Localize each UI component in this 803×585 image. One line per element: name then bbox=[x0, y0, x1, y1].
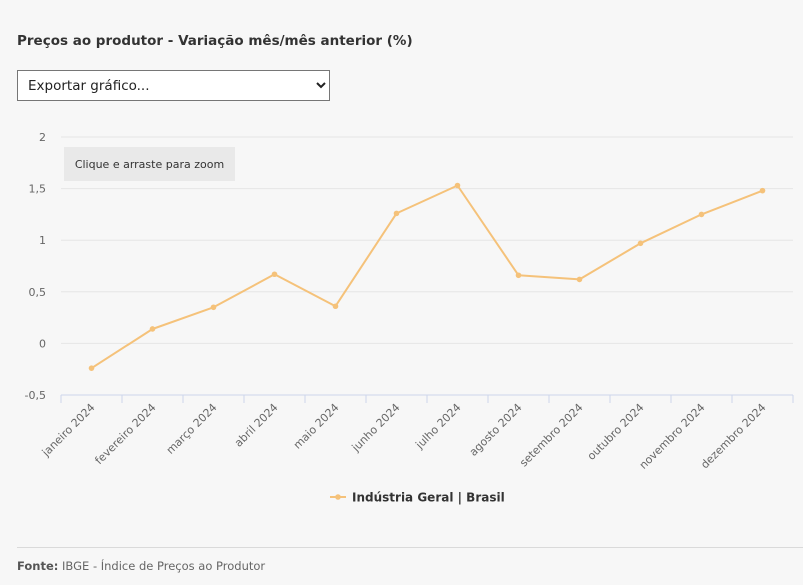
data-point[interactable] bbox=[271, 271, 278, 278]
x-tick-label: novembro 2024 bbox=[637, 401, 708, 472]
x-tick-label: julho 2024 bbox=[413, 401, 464, 452]
data-point[interactable] bbox=[515, 272, 522, 279]
data-point[interactable] bbox=[454, 182, 461, 189]
y-axis-labels: -0,5 0 0,5 1 1,5 2 bbox=[25, 131, 46, 402]
x-tick-label: setembro 2024 bbox=[517, 401, 585, 469]
y-tick-label: 2 bbox=[39, 131, 46, 144]
x-tick-label: fevereiro 2024 bbox=[92, 401, 158, 467]
zoom-hint-text: Clique e arraste para zoom bbox=[75, 158, 224, 171]
y-tick-label: 0 bbox=[39, 337, 46, 350]
source-footer: Fonte: IBGE - Índice de Preços ao Produt… bbox=[17, 559, 265, 573]
data-point[interactable] bbox=[88, 365, 95, 371]
zoom-hint: Clique e arraste para zoom bbox=[64, 147, 235, 181]
legend[interactable]: Indústria Geral | Brasil bbox=[330, 491, 505, 505]
source-label: Fonte: bbox=[17, 559, 59, 573]
y-tick-label: 0,5 bbox=[29, 286, 47, 299]
legend-label[interactable]: Indústria Geral | Brasil bbox=[352, 491, 505, 505]
x-tick-label: janeiro 2024 bbox=[39, 401, 98, 460]
x-tick-label: abril 2024 bbox=[232, 401, 281, 450]
data-point[interactable] bbox=[393, 210, 400, 217]
data-point[interactable] bbox=[698, 211, 705, 218]
grid-lines bbox=[61, 136, 793, 344]
series-line[interactable] bbox=[90, 184, 764, 370]
export-select[interactable]: Exportar gráfico... bbox=[17, 70, 330, 101]
x-tick-label: outubro 2024 bbox=[585, 401, 647, 463]
zoom-hint-box bbox=[64, 147, 235, 181]
data-point[interactable] bbox=[210, 304, 217, 311]
footer-divider bbox=[17, 547, 803, 548]
x-tick-label: maio 2024 bbox=[291, 401, 342, 452]
data-point[interactable] bbox=[759, 187, 766, 194]
y-tick-label: -0,5 bbox=[25, 389, 46, 402]
data-point[interactable] bbox=[149, 326, 156, 332]
x-tick-label: março 2024 bbox=[164, 401, 220, 457]
y-tick-label: 1 bbox=[39, 234, 46, 247]
x-tick-label: agosto 2024 bbox=[467, 401, 525, 459]
data-point[interactable] bbox=[576, 276, 583, 283]
series-industria-geral[interactable] bbox=[88, 182, 766, 371]
legend-symbol-marker[interactable] bbox=[335, 494, 341, 500]
data-point[interactable] bbox=[332, 303, 339, 310]
page-title: Preços ao produtor - Variação mês/mês an… bbox=[17, 33, 413, 49]
x-tick-label: dezembro 2024 bbox=[698, 401, 768, 471]
source-text: IBGE - Índice de Preços ao Produtor bbox=[62, 559, 266, 573]
data-point[interactable] bbox=[637, 240, 644, 247]
y-tick-label: 1,5 bbox=[29, 183, 47, 196]
x-tick-label: junho 2024 bbox=[349, 401, 403, 455]
